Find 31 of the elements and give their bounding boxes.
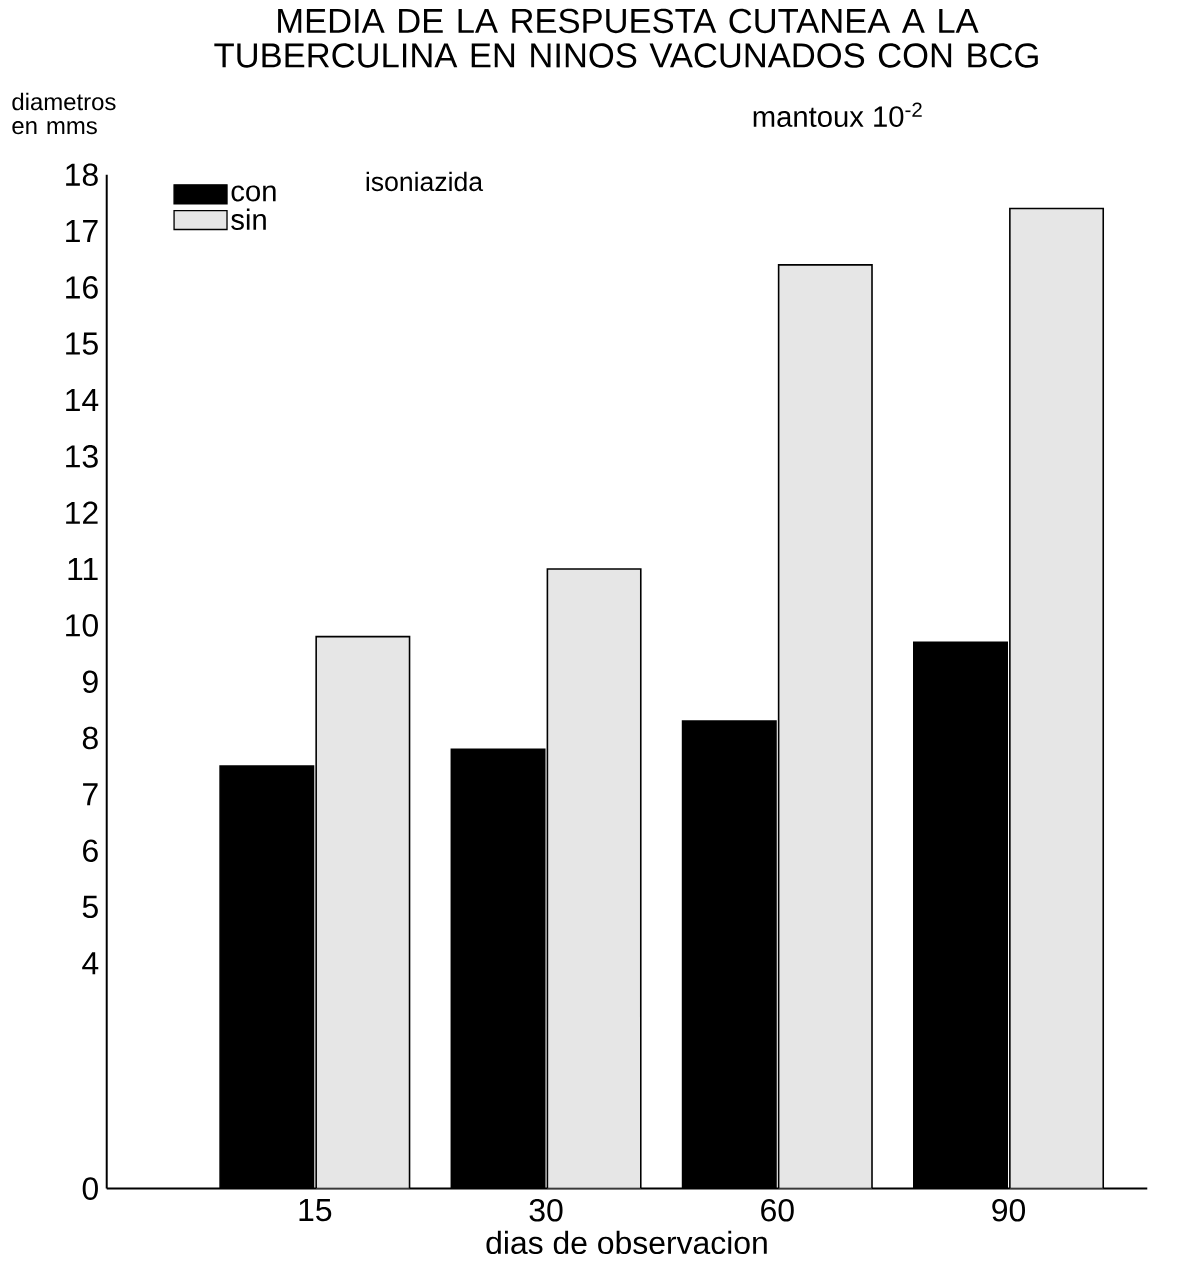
x-tick-label: 90 (992, 1198, 1025, 1222)
y-tick-label: 12 (66, 501, 98, 524)
y-tick-label: 9 (82, 670, 98, 693)
x-tick-label: 60 (761, 1198, 794, 1222)
text: mantoux 10$^{-2}$ (753, 102, 922, 128)
y-tick-label: 14 (66, 389, 99, 412)
legend-label: con (231, 185, 276, 202)
y-tick-label: 5 (82, 895, 98, 919)
bar (1008, 207, 1104, 1189)
x-tick-label: 30 (529, 1198, 563, 1222)
bar (777, 264, 873, 1189)
bar (315, 635, 411, 1189)
y-axis-title: diametros en mms (12, 92, 116, 135)
annotation: isoniazida (366, 171, 483, 192)
y-tick-label: 13 (66, 445, 98, 468)
legend-label: sin (231, 208, 266, 230)
chart-title: MEDIA DE LA RESPUESTA CUTANEA A LA TUBERCULINA EN NINOS VACUNADOS CON BCG (214, 8, 1038, 68)
x-axis-title: dias de observacion (486, 1230, 767, 1255)
y-tick-label: 11 (68, 558, 98, 580)
y-tick-label: 16 (66, 276, 98, 299)
y-tick-label: 7 (82, 783, 98, 806)
y-tick-label: 8 (82, 726, 98, 750)
y-tick-label: 10 (66, 614, 98, 637)
y-tick-label: 4 (82, 952, 99, 975)
y-tick-label: 15 (66, 332, 98, 355)
y-tick-label: 18 (66, 163, 98, 187)
y-tick-label: 17 (66, 220, 98, 243)
y-tick-label: 6 (82, 839, 98, 862)
y-tick-label: 0 (82, 1177, 98, 1200)
bar (546, 568, 642, 1189)
x-tick-label: 15 (299, 1198, 332, 1222)
